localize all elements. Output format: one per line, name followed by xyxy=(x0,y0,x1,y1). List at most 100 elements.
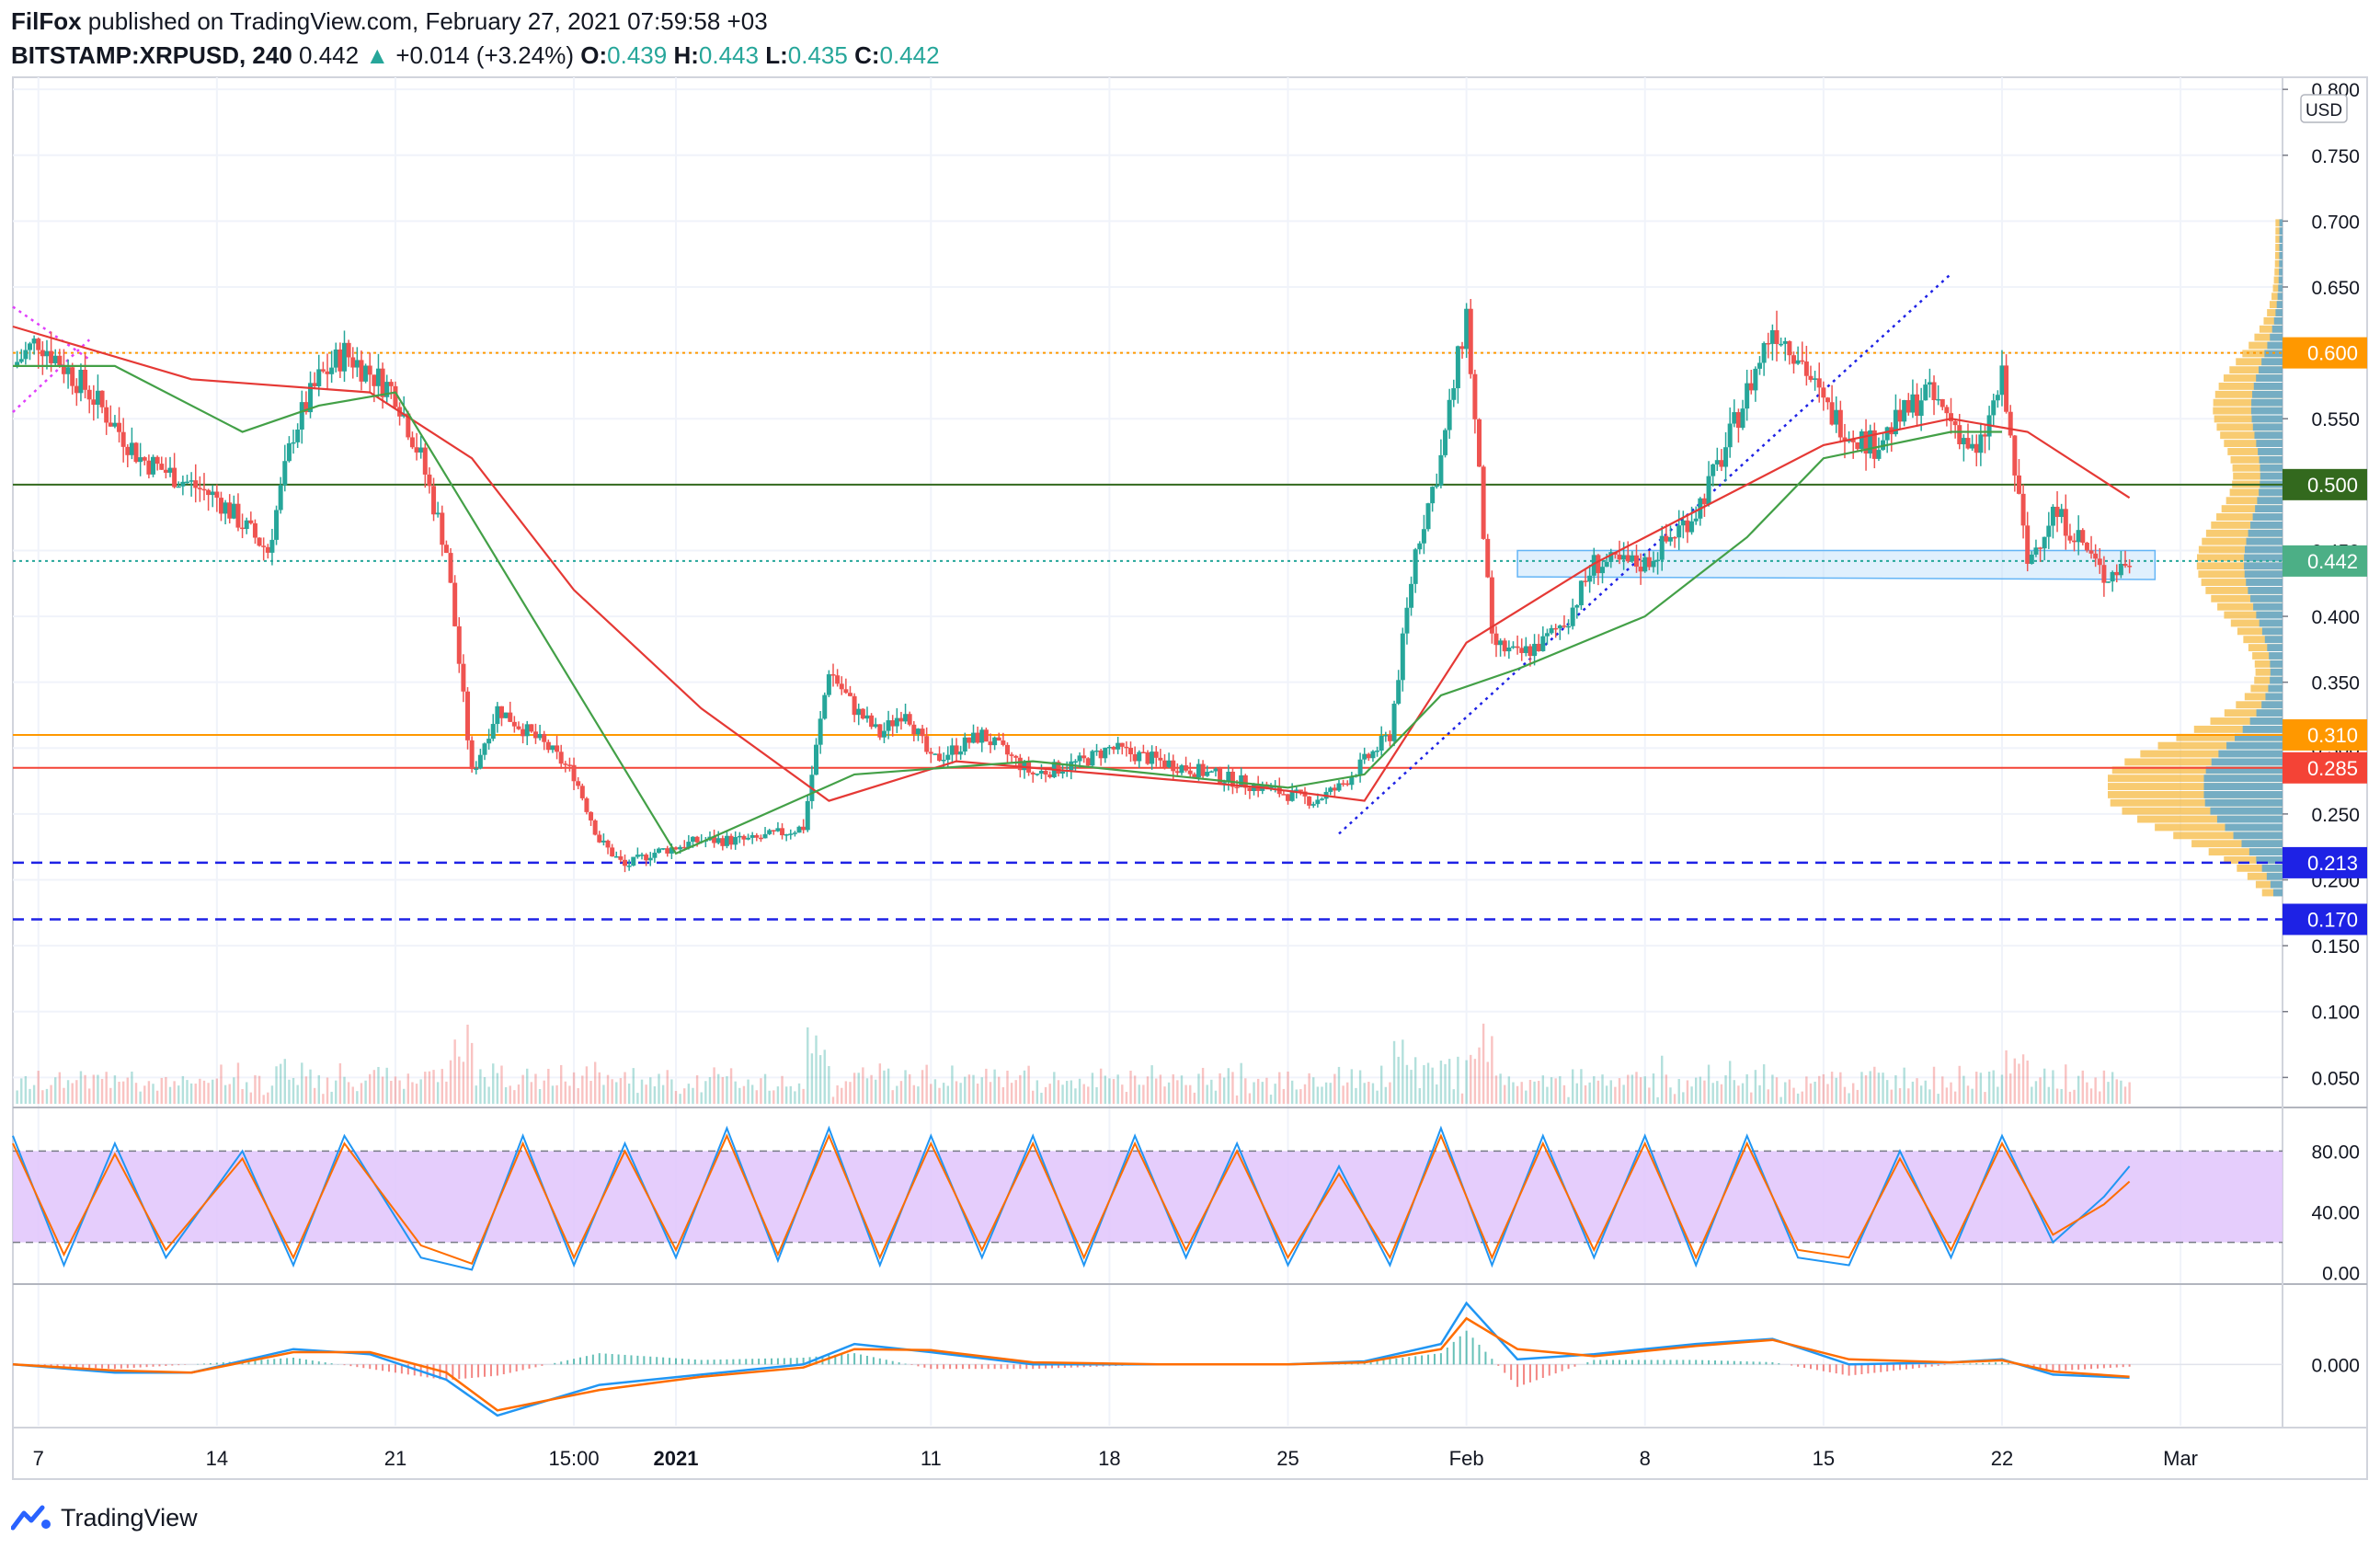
volume-bar xyxy=(1622,1084,1625,1104)
candle-body xyxy=(1030,772,1036,774)
volume-bar xyxy=(857,1073,860,1104)
volume-bar xyxy=(2031,1086,2033,1104)
volume-bar xyxy=(930,1084,933,1104)
candle-body xyxy=(1081,755,1087,759)
volume-bar xyxy=(496,1073,499,1104)
volume-bar xyxy=(555,1084,558,1104)
candle-body xyxy=(1974,443,1979,453)
level-badge-label: 0.170 xyxy=(2307,908,2358,931)
volume-bar xyxy=(1176,1080,1179,1104)
candle-body xyxy=(1740,408,1745,429)
candle-body xyxy=(983,729,989,742)
candle-body xyxy=(712,836,717,843)
volume-bar xyxy=(1142,1084,1145,1104)
profile-bar xyxy=(2250,594,2283,602)
candle-body xyxy=(1748,383,1754,391)
candle-body xyxy=(2038,547,2043,549)
profile-bar xyxy=(2242,725,2283,733)
volume-bar xyxy=(402,1088,406,1104)
volume-bar xyxy=(1116,1074,1119,1104)
volume-bar xyxy=(513,1090,516,1104)
candle-body xyxy=(1982,434,1987,437)
currency-badge[interactable]: USD xyxy=(2300,94,2348,123)
candle-body xyxy=(1782,340,1788,344)
volume-bar xyxy=(20,1078,23,1104)
volume-bar xyxy=(1533,1081,1536,1104)
price-change: +0.014 (+3.24%) xyxy=(395,41,575,69)
candle-body xyxy=(1472,373,1478,419)
profile-bar xyxy=(2254,333,2283,341)
candle-body xyxy=(248,520,254,523)
volume-bar xyxy=(1482,1023,1485,1104)
volume-bar xyxy=(700,1092,703,1104)
volume-bar xyxy=(750,1084,754,1104)
volume-bar xyxy=(173,1081,176,1104)
candle-body xyxy=(1281,794,1287,796)
candle-body xyxy=(1515,646,1520,648)
candle-body xyxy=(1150,752,1155,764)
candle-body xyxy=(1213,768,1219,772)
volume-bar xyxy=(152,1084,154,1104)
candle-body xyxy=(163,469,168,473)
volume-bar xyxy=(1125,1092,1128,1104)
volume-bar xyxy=(1295,1089,1298,1104)
volume-bar xyxy=(964,1076,967,1104)
author-name[interactable]: FilFox xyxy=(11,7,82,35)
volume-bar xyxy=(24,1075,28,1104)
candle-body xyxy=(1727,423,1733,448)
candle-body xyxy=(992,737,998,746)
candle-body xyxy=(223,502,228,514)
volume-bar xyxy=(1452,1089,1455,1104)
time-tick-label: 8 xyxy=(1640,1447,1651,1470)
volume-bar xyxy=(249,1092,253,1104)
volume-bar xyxy=(313,1087,316,1104)
volume-bar xyxy=(267,1092,269,1104)
symbol-name[interactable]: BITSTAMP:XRPUSD, 240 xyxy=(11,41,292,69)
tradingview-logo-icon[interactable] xyxy=(11,1504,53,1532)
low-value: 0.435 xyxy=(787,41,848,69)
volume-bar xyxy=(1801,1091,1803,1104)
candle-body xyxy=(1621,555,1627,560)
candle-body xyxy=(754,834,760,838)
candle-body xyxy=(1438,454,1444,486)
volume-bar xyxy=(2068,1091,2072,1104)
candle-body xyxy=(873,724,878,728)
candle-body xyxy=(461,663,466,692)
footer: TradingView xyxy=(11,1497,198,1538)
candle-body xyxy=(1357,759,1363,776)
candle-body xyxy=(1166,760,1172,767)
candle-body xyxy=(1633,555,1639,568)
price-tick-label: 0.100 xyxy=(2311,1003,2360,1024)
volume-bar xyxy=(317,1074,320,1104)
time-axis[interactable]: 7 14 21 15:00 2021 11 18 25 Feb 8 15 22 Mar xyxy=(33,1447,2198,1470)
candle-body xyxy=(933,753,938,755)
volume-bar xyxy=(369,1073,372,1104)
volume-bar xyxy=(1346,1082,1349,1104)
volume-bar xyxy=(372,1070,376,1104)
moving-average-line xyxy=(12,325,2131,802)
change-up-icon: ▲ xyxy=(365,41,390,69)
volume-bar xyxy=(1720,1084,1723,1104)
candle-body xyxy=(1745,383,1750,409)
volume-bar xyxy=(1894,1075,1897,1104)
volume-bar xyxy=(500,1065,503,1104)
volume-bar xyxy=(411,1082,414,1104)
volume-bar xyxy=(1231,1072,1234,1104)
candle-body xyxy=(1893,409,1898,435)
volume-bar xyxy=(747,1079,749,1104)
tradingview-brand[interactable]: TradingView xyxy=(61,1503,198,1532)
volume-bar xyxy=(1669,1087,1672,1104)
volume-bar xyxy=(1928,1089,1931,1104)
volume-bar xyxy=(398,1080,401,1104)
profile-bar xyxy=(2256,709,2283,717)
level-badge-box xyxy=(2283,545,2367,577)
volume-bar xyxy=(670,1079,673,1104)
volume-bar xyxy=(1001,1086,1005,1104)
profile-bar xyxy=(2227,448,2283,455)
candle-body xyxy=(74,385,79,394)
profile-bar xyxy=(2252,513,2283,521)
candle-body xyxy=(57,355,63,367)
profile-bar xyxy=(2211,521,2283,529)
volume-bar xyxy=(1457,1056,1459,1104)
